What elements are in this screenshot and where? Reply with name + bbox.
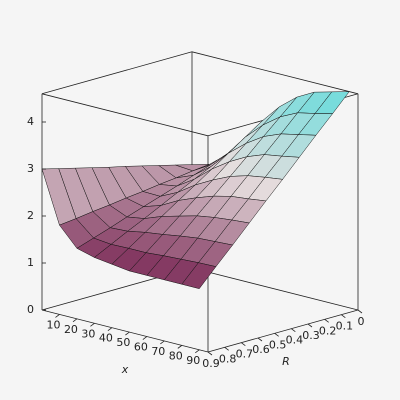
z-tick-label: 1 bbox=[27, 256, 34, 269]
r-tick bbox=[257, 337, 263, 342]
x-tick bbox=[177, 345, 183, 349]
r-tick-label: 0.8 bbox=[219, 352, 237, 365]
z-tick-label: 4 bbox=[27, 115, 34, 128]
r-tick bbox=[341, 314, 346, 318]
r-tick-label: 0.5 bbox=[269, 338, 287, 351]
box-edge bbox=[207, 309, 359, 353]
r-tick bbox=[357, 309, 363, 314]
x-tick-label: 10 bbox=[46, 318, 60, 331]
x-tick-label: 90 bbox=[186, 354, 200, 367]
r-tick-label: 0.9 bbox=[202, 357, 220, 370]
r-tick bbox=[274, 333, 279, 337]
x-tick-label: 80 bbox=[169, 349, 183, 362]
r-tick bbox=[291, 328, 296, 332]
x-tick-label: 50 bbox=[116, 336, 130, 349]
r-tick-label: 0.7 bbox=[236, 348, 254, 361]
x-tick bbox=[72, 318, 78, 323]
r-tick bbox=[324, 319, 329, 323]
r-tick bbox=[307, 323, 313, 328]
x-tick bbox=[55, 314, 60, 318]
x-tick-label: 40 bbox=[99, 332, 113, 345]
r-tick-label: 0.3 bbox=[302, 329, 320, 342]
x-tick-label: 20 bbox=[64, 323, 78, 336]
x-tick bbox=[142, 336, 148, 340]
box-edge bbox=[191, 51, 359, 95]
x-tick-label: 70 bbox=[151, 345, 165, 358]
box-edge bbox=[41, 51, 193, 95]
r-tick-label: 0.6 bbox=[252, 343, 270, 356]
x-axis-label: x bbox=[121, 363, 129, 376]
box-edge bbox=[41, 93, 209, 137]
r-tick-label: 0.4 bbox=[286, 334, 304, 347]
z-tick-label: 3 bbox=[27, 162, 34, 175]
r-tick-label: 0.2 bbox=[319, 324, 337, 337]
r-tick bbox=[207, 351, 213, 356]
r-tick bbox=[224, 347, 229, 351]
r-tick bbox=[241, 342, 246, 346]
x-tick bbox=[160, 340, 165, 345]
r-tick-label: 0 bbox=[358, 315, 365, 328]
z-tick-label: 0 bbox=[27, 303, 34, 316]
x-tick-label: 60 bbox=[134, 341, 148, 354]
x-tick bbox=[90, 322, 95, 327]
box-edge bbox=[41, 309, 209, 353]
r-tick-label: 0.1 bbox=[336, 320, 354, 333]
x-tick bbox=[125, 331, 130, 336]
x-tick bbox=[107, 327, 113, 332]
r-axis-label: R bbox=[282, 355, 290, 368]
z-tick-label: 2 bbox=[27, 209, 34, 222]
box-edge bbox=[191, 267, 359, 311]
x-tick-label: 30 bbox=[81, 327, 95, 340]
x-tick bbox=[195, 349, 200, 354]
surface-cell bbox=[181, 262, 217, 289]
